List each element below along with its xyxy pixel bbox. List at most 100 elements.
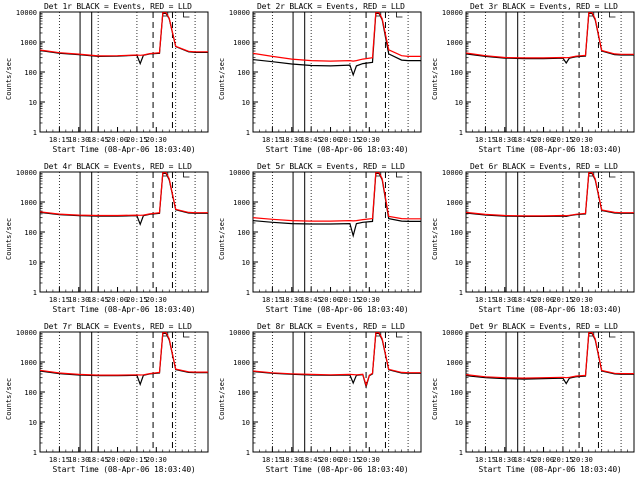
top-marker (183, 332, 190, 338)
chart-panel: Det 7r BLACK = Events, RED = LLD 1 10 100 10… (0, 320, 213, 480)
top-marker (609, 12, 616, 18)
top-marker (609, 172, 616, 178)
plot-area: 1 10 100 1000 10000 18:1518:3018:4520:0020:15… (16, 9, 209, 144)
y-axis-label: Counts/sec (431, 57, 439, 100)
plot-frame (465, 331, 635, 453)
x-tick-label: 20:15 (339, 296, 360, 304)
x-tick-label: 20:30 (146, 456, 167, 464)
x-tick-label: 20:30 (146, 136, 167, 144)
x-tick-label: 18:30 (494, 136, 515, 144)
y-tick-label: 1000 (20, 359, 37, 367)
x-tick-label: 18:30 (494, 456, 515, 464)
chart-panel: Det 4r BLACK = Events, RED = LLD 1 10 100 10… (0, 160, 213, 320)
x-axis-label: Start Time (08-Apr-06 18:03:40) (478, 305, 622, 314)
y-tick-label: 10 (29, 419, 37, 427)
chart-panel: Det 5r BLACK = Events, RED = LLD 1 10 100 10… (213, 160, 426, 320)
x-tick-label: 18:45 (514, 456, 535, 464)
y-tick-label: 10000 (16, 9, 37, 17)
y-tick-label: 1000 (233, 359, 250, 367)
y-axis-label: Counts/sec (5, 377, 13, 420)
x-tick-label: 18:45 (301, 296, 322, 304)
events-series-line (39, 332, 208, 387)
x-tick-label: 20:00 (320, 296, 341, 304)
x-tick-label: 20:30 (359, 456, 380, 464)
y-tick-label: 100 (450, 229, 463, 237)
y-tick-label: 10 (29, 99, 37, 107)
plot-frame (252, 171, 422, 293)
events-series-line (252, 12, 421, 77)
x-tick-label: 18:15 (49, 136, 70, 144)
y-tick-label: 1000 (20, 39, 37, 47)
x-tick-label: 20:15 (552, 296, 573, 304)
plot-frame (252, 331, 422, 453)
y-tick-label: 100 (237, 229, 250, 237)
plot-frame (465, 11, 635, 133)
top-marker (609, 332, 616, 338)
y-axis-label: Counts/sec (431, 217, 439, 260)
y-tick-label: 10 (455, 419, 463, 427)
x-tick-label: 18:30 (68, 456, 89, 464)
top-marker (396, 12, 403, 18)
chart-title: Det 6r BLACK = Events, RED = LLD (470, 162, 618, 171)
x-tick-label: 20:15 (126, 136, 147, 144)
x-tick-label: 20:00 (533, 136, 554, 144)
y-axis-label: Counts/sec (218, 377, 226, 420)
y-tick-label: 100 (450, 69, 463, 77)
x-tick-label: 20:00 (320, 456, 341, 464)
y-tick-label: 10000 (229, 329, 250, 337)
x-axis-label: Start Time (08-Apr-06 18:03:40) (265, 465, 409, 474)
plot-area: 1 10 100 1000 10000 18:1518:3018:4520:0020:15… (229, 9, 422, 144)
y-tick-label: 100 (24, 389, 37, 397)
x-tick-label: 18:30 (281, 136, 302, 144)
plot-area: 1 10 100 1000 10000 18:1518:3018:4520:0020:15… (229, 169, 422, 304)
chart-title: Det 7r BLACK = Events, RED = LLD (44, 322, 192, 331)
chart-title: Det 4r BLACK = Events, RED = LLD (44, 162, 192, 171)
y-tick-label: 1 (459, 129, 463, 137)
y-tick-label: 10 (242, 99, 250, 107)
x-tick-label: 20:00 (533, 456, 554, 464)
x-tick-label: 20:30 (572, 456, 593, 464)
x-axis-label: Start Time (08-Apr-06 18:03:40) (265, 145, 409, 154)
x-axis-label: Start Time (08-Apr-06 18:03:40) (52, 145, 196, 154)
x-tick-label: 20:00 (533, 296, 554, 304)
x-tick-label: 20:30 (359, 296, 380, 304)
y-tick-label: 1000 (446, 359, 463, 367)
y-tick-label: 100 (237, 389, 250, 397)
x-tick-label: 18:15 (475, 456, 496, 464)
chart-panel: Det 1r BLACK = Events, RED = LLD 1 10 100 10… (0, 0, 213, 160)
y-tick-label: 1 (246, 129, 250, 137)
x-tick-label: 18:15 (49, 456, 70, 464)
lld-series-line (39, 172, 208, 217)
y-tick-label: 10 (242, 259, 250, 267)
events-series-line (465, 332, 634, 385)
chart-panel: Det 8r BLACK = Events, RED = LLD 1 10 100 10… (213, 320, 426, 480)
y-tick-label: 1000 (446, 39, 463, 47)
chart-title: Det 8r BLACK = Events, RED = LLD (257, 322, 405, 331)
y-tick-label: 10000 (442, 9, 463, 17)
y-tick-label: 10000 (16, 169, 37, 177)
y-tick-label: 100 (237, 69, 250, 77)
events-series-line (252, 332, 421, 389)
chart-title: Det 5r BLACK = Events, RED = LLD (257, 162, 405, 171)
plot-area: 1 10 100 1000 10000 18:1518:3018:4520:0020:15… (442, 329, 635, 464)
x-tick-label: 18:30 (281, 296, 302, 304)
lld-series-line (39, 332, 208, 376)
y-axis-label: Counts/sec (431, 377, 439, 420)
y-axis-label: Counts/sec (5, 57, 13, 100)
chart-panel: Det 6r BLACK = Events, RED = LLD 1 10 100 10… (426, 160, 639, 320)
y-tick-label: 1 (459, 289, 463, 297)
x-tick-label: 18:30 (68, 296, 89, 304)
x-tick-label: 20:30 (359, 136, 380, 144)
y-axis-label: Counts/sec (218, 217, 226, 260)
x-tick-label: 20:00 (107, 296, 128, 304)
y-tick-label: 1 (459, 449, 463, 457)
x-tick-label: 18:30 (68, 136, 89, 144)
chart-panel: Det 3r BLACK = Events, RED = LLD 1 10 100 10… (426, 0, 639, 160)
events-series-line (252, 172, 421, 239)
plot-frame (252, 11, 422, 133)
events-series-line (465, 172, 634, 218)
y-tick-label: 10000 (16, 329, 37, 337)
lld-series-line (252, 12, 421, 62)
x-tick-label: 18:45 (514, 136, 535, 144)
x-tick-label: 20:15 (126, 456, 147, 464)
